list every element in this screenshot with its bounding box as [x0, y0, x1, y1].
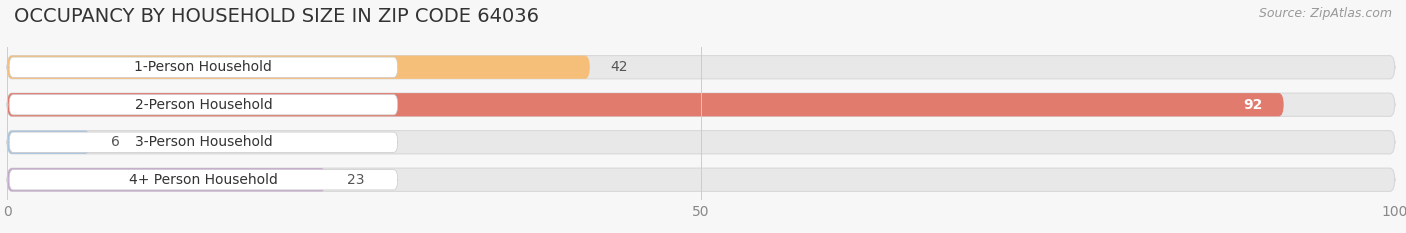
- Text: 1-Person Household: 1-Person Household: [135, 60, 273, 74]
- FancyBboxPatch shape: [7, 56, 1395, 79]
- FancyBboxPatch shape: [8, 170, 398, 190]
- Text: 92: 92: [1243, 98, 1263, 112]
- FancyBboxPatch shape: [7, 93, 1284, 116]
- Text: Source: ZipAtlas.com: Source: ZipAtlas.com: [1258, 7, 1392, 20]
- FancyBboxPatch shape: [7, 56, 591, 79]
- FancyBboxPatch shape: [8, 57, 398, 77]
- Text: 42: 42: [610, 60, 628, 74]
- FancyBboxPatch shape: [7, 168, 326, 191]
- Text: 23: 23: [347, 173, 364, 187]
- FancyBboxPatch shape: [7, 131, 90, 154]
- Text: 3-Person Household: 3-Person Household: [135, 135, 273, 149]
- Text: 6: 6: [111, 135, 120, 149]
- FancyBboxPatch shape: [7, 93, 1395, 116]
- Text: 2-Person Household: 2-Person Household: [135, 98, 273, 112]
- FancyBboxPatch shape: [7, 168, 1395, 191]
- Text: OCCUPANCY BY HOUSEHOLD SIZE IN ZIP CODE 64036: OCCUPANCY BY HOUSEHOLD SIZE IN ZIP CODE …: [14, 7, 538, 26]
- Text: 4+ Person Household: 4+ Person Household: [129, 173, 278, 187]
- FancyBboxPatch shape: [7, 131, 1395, 154]
- FancyBboxPatch shape: [8, 95, 398, 115]
- FancyBboxPatch shape: [8, 132, 398, 152]
